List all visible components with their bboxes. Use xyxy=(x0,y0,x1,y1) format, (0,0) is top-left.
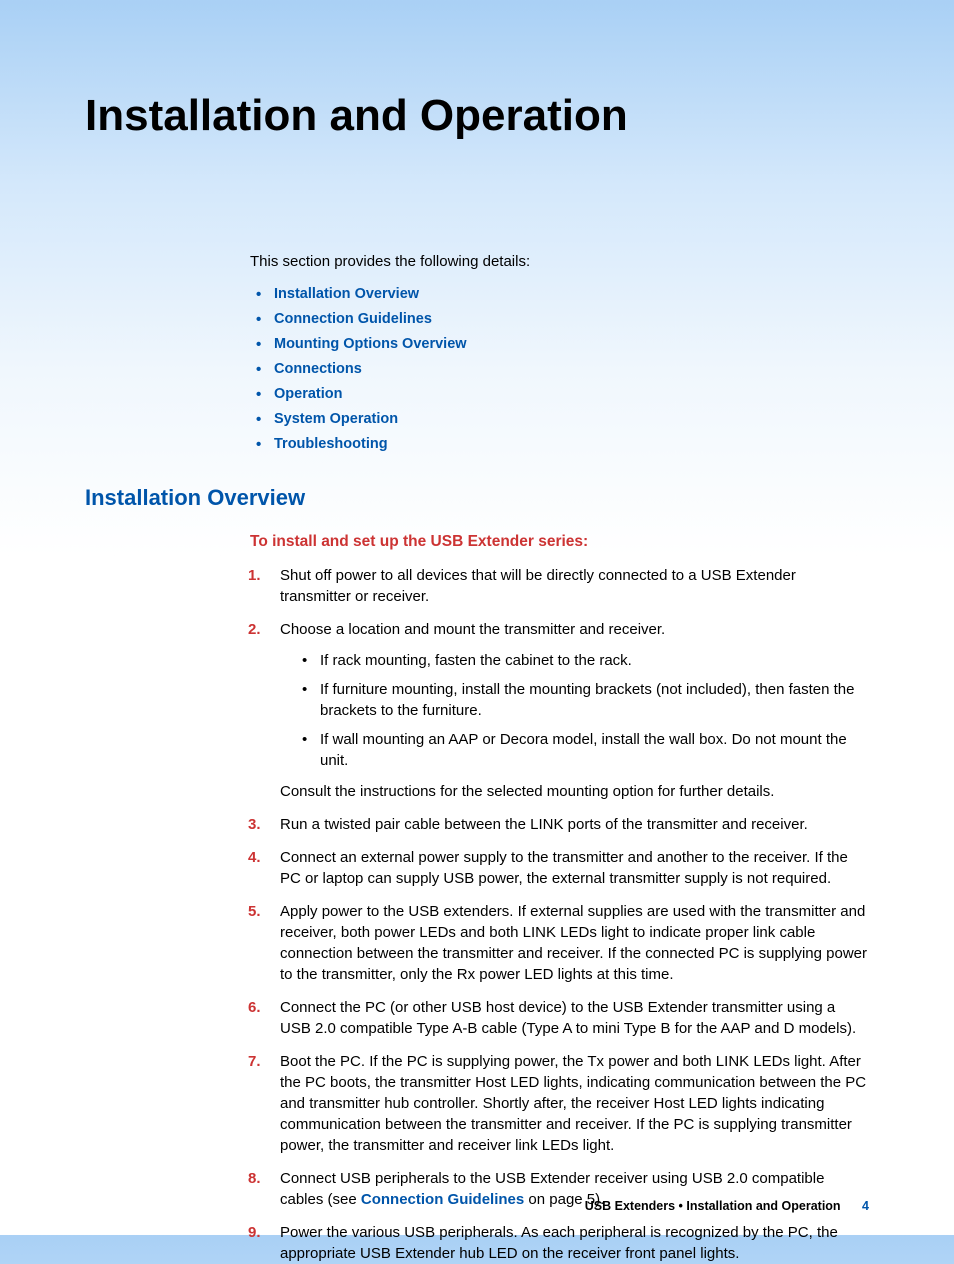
intro-text: This section provides the following deta… xyxy=(250,253,869,270)
footer-page-number: 4 xyxy=(862,1199,869,1213)
step-2: Choose a location and mount the transmit… xyxy=(240,619,869,802)
step-7: Boot the PC. If the PC is supplying powe… xyxy=(240,1051,869,1156)
toc-item-connection-guidelines[interactable]: Connection Guidelines xyxy=(250,307,869,332)
section-heading-installation-overview: Installation Overview xyxy=(85,485,869,511)
link-connection-guidelines[interactable]: Connection Guidelines xyxy=(361,1191,524,1208)
page-footer: USB Extenders • Installation and Operati… xyxy=(585,1199,869,1213)
step-2-bullet-3: If wall mounting an AAP or Decora model,… xyxy=(280,729,869,771)
toc-item-mounting-options[interactable]: Mounting Options Overview xyxy=(250,332,869,357)
step-9: Power the various USB peripherals. As ea… xyxy=(240,1222,869,1264)
toc-item-installation-overview[interactable]: Installation Overview xyxy=(250,282,869,307)
toc-item-system-operation[interactable]: System Operation xyxy=(250,407,869,432)
step-5: Apply power to the USB extenders. If ext… xyxy=(240,901,869,985)
step-2-bullet-2: If furniture mounting, install the mount… xyxy=(280,679,869,721)
toc-item-operation[interactable]: Operation xyxy=(250,382,869,407)
sub-heading-install-setup: To install and set up the USB Extender s… xyxy=(250,533,869,551)
page-title: Installation and Operation xyxy=(85,90,869,143)
install-steps: Shut off power to all devices that will … xyxy=(240,565,869,1264)
step-2-consult: Consult the instructions for the selecte… xyxy=(280,781,869,802)
toc-item-connections[interactable]: Connections xyxy=(250,357,869,382)
step-2-text: Choose a location and mount the transmit… xyxy=(280,621,665,638)
footer-text: USB Extenders • Installation and Operati… xyxy=(585,1199,841,1213)
step-6: Connect the PC (or other USB host device… xyxy=(240,997,869,1039)
toc-item-troubleshooting[interactable]: Troubleshooting xyxy=(250,432,869,457)
step-2-bullet-1: If rack mounting, fasten the cabinet to … xyxy=(280,650,869,671)
step-3: Run a twisted pair cable between the LIN… xyxy=(240,814,869,835)
step-2-sublist: If rack mounting, fasten the cabinet to … xyxy=(280,650,869,771)
step-1: Shut off power to all devices that will … xyxy=(240,565,869,607)
step-4: Connect an external power supply to the … xyxy=(240,847,869,889)
toc-list: Installation Overview Connection Guideli… xyxy=(250,282,869,457)
